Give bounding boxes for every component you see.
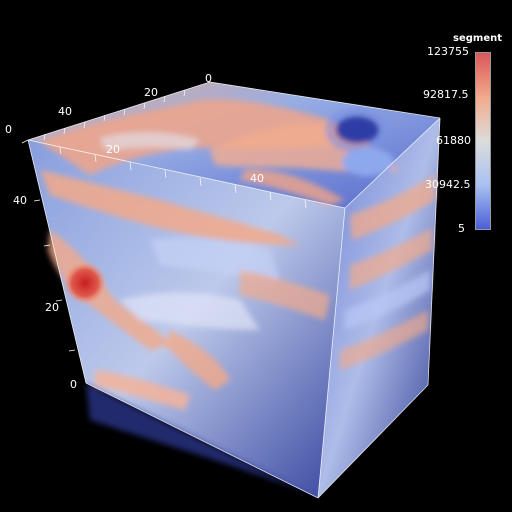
axis-labels: 0 20 40 0 20 40 40 20 0 <box>5 72 264 391</box>
hot-spot <box>63 261 107 305</box>
tick-left-y-20: 20 <box>45 301 59 314</box>
cube-edges <box>27 81 441 499</box>
tick-top-x-20: 20 <box>144 86 158 99</box>
tick-front-x-40: 40 <box>250 172 264 185</box>
axis-ticks <box>21 89 307 352</box>
top-face-pattern <box>40 99 400 205</box>
right-face-pattern <box>340 175 435 370</box>
volume-cube <box>27 81 441 499</box>
tick-front-x-20: 20 <box>106 143 120 156</box>
tick-left-y-0: 0 <box>70 378 77 391</box>
tick-top-x-0: 0 <box>205 72 212 85</box>
tick-corner-0: 0 <box>5 123 12 136</box>
tick-left-y-40: 40 <box>13 194 27 207</box>
tick-top-x-40: 40 <box>58 105 72 118</box>
